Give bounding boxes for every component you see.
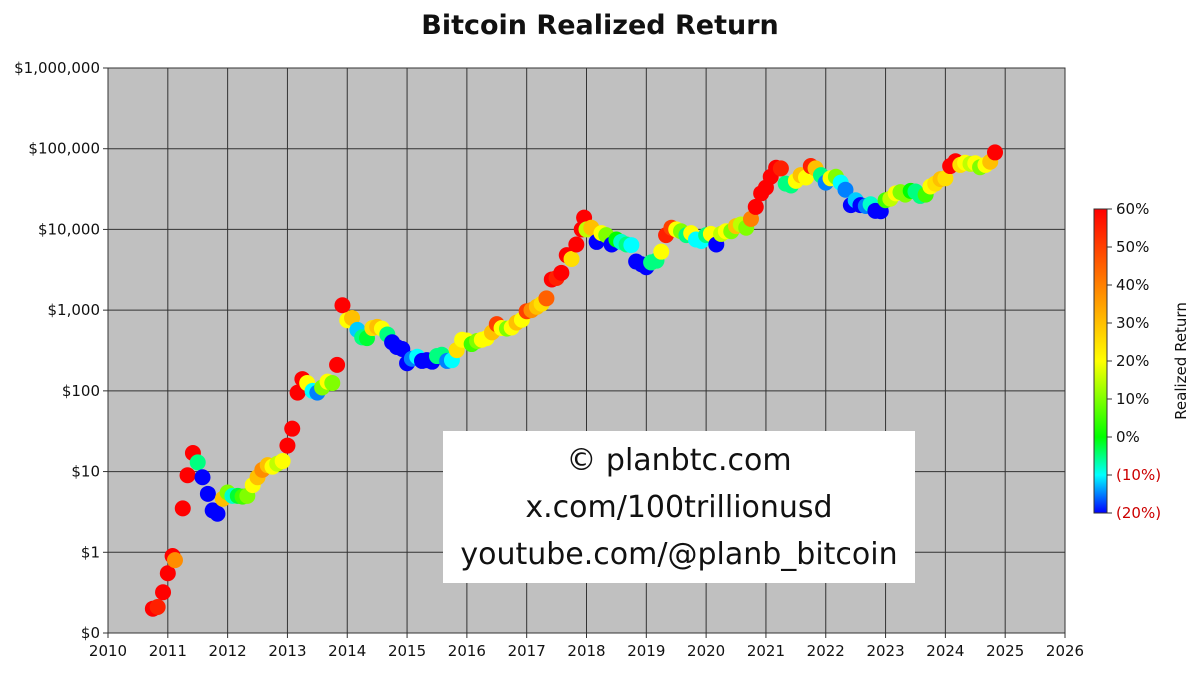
data-point: [209, 505, 226, 522]
data-point: [179, 467, 196, 484]
data-point: [155, 584, 172, 601]
y-axis-ticks: $0 $1 $10 $100 $1,000 $10,000 $100,000 $1,000,0…: [14, 59, 108, 642]
watermark-box: © planbtc.com x.com/100trillionusd youtu…: [443, 431, 915, 583]
data-point: [623, 237, 640, 254]
colorbar-tick-label: (10%): [1116, 466, 1161, 484]
data-point: [568, 236, 585, 253]
y-tick-label: $10,000: [38, 220, 100, 238]
data-point: [334, 297, 351, 314]
y-tick-label: $10: [71, 463, 100, 481]
x-tick-label: 2022: [807, 642, 845, 660]
colorbar-tick-label: 10%: [1116, 390, 1149, 408]
x-tick-label: 2014: [328, 642, 366, 660]
watermark-line-3: youtube.com/@planb_bitcoin: [460, 536, 898, 572]
colorbar-label: Realized Return: [1172, 302, 1190, 420]
x-axis-ticks: 2010 2011 2012 2013 2014 2015 2016 2017 2018 2019…: [89, 633, 1084, 660]
data-point: [194, 469, 211, 486]
data-point: [199, 485, 216, 502]
grid-lines: [107, 67, 1066, 634]
data-point: [742, 210, 759, 227]
data-point: [166, 552, 183, 569]
y-tick-label: $100,000: [28, 140, 100, 158]
colorbar-tick-label: 20%: [1116, 352, 1149, 370]
data-point: [174, 500, 191, 517]
y-tick-label: $1: [81, 543, 100, 561]
data-point: [563, 251, 580, 268]
colorbar-tick-label: 40%: [1116, 276, 1149, 294]
x-tick-label: 2020: [687, 642, 725, 660]
x-tick-label: 2019: [627, 642, 665, 660]
colorbar-tick-label: 50%: [1116, 238, 1149, 256]
data-point: [772, 160, 789, 177]
colorbar-gradient: [1093, 208, 1108, 514]
data-points: [144, 144, 1004, 617]
x-tick-label: 2017: [508, 642, 546, 660]
data-point: [837, 181, 854, 198]
data-point: [284, 420, 301, 437]
x-tick-label: 2018: [567, 642, 605, 660]
colorbar: 60% 50% 40% 30% 20% 10% 0% (10%) (20%): [1093, 200, 1161, 522]
data-point: [274, 453, 291, 470]
x-tick-label: 2023: [866, 642, 904, 660]
y-tick-label: $100: [62, 382, 100, 400]
x-tick-label: 2013: [268, 642, 306, 660]
colorbar-tick-label: (20%): [1116, 504, 1161, 522]
x-tick-label: 2016: [448, 642, 486, 660]
x-tick-label: 2024: [926, 642, 964, 660]
x-tick-label: 2012: [209, 642, 247, 660]
data-point: [538, 290, 555, 307]
data-point: [279, 437, 296, 454]
x-tick-label: 2015: [388, 642, 426, 660]
x-tick-label: 2021: [747, 642, 785, 660]
data-point: [324, 375, 341, 392]
colorbar-tick-label: 30%: [1116, 314, 1149, 332]
y-tick-label: $0: [81, 624, 100, 642]
data-point: [653, 243, 670, 260]
data-point: [937, 170, 954, 187]
y-tick-label: $1,000,000: [14, 59, 100, 77]
watermark-line-1: © planbtc.com: [566, 442, 792, 478]
data-point: [149, 598, 166, 615]
data-point: [159, 565, 176, 582]
x-tick-label: 2011: [149, 642, 187, 660]
colorbar-tick-label: 60%: [1116, 200, 1149, 218]
y-tick-label: $1,000: [48, 301, 101, 319]
chart-title: Bitcoin Realized Return: [421, 10, 779, 41]
x-tick-label: 2026: [1046, 642, 1084, 660]
x-tick-label: 2010: [89, 642, 127, 660]
data-point: [747, 198, 764, 215]
colorbar-tick-label: 0%: [1116, 428, 1140, 446]
data-point: [329, 356, 346, 373]
watermark-line-2: x.com/100trillionusd: [525, 489, 833, 525]
data-point: [987, 144, 1004, 161]
x-tick-label: 2025: [986, 642, 1024, 660]
data-point: [344, 309, 361, 326]
data-point: [189, 454, 206, 471]
data-point: [553, 264, 570, 281]
